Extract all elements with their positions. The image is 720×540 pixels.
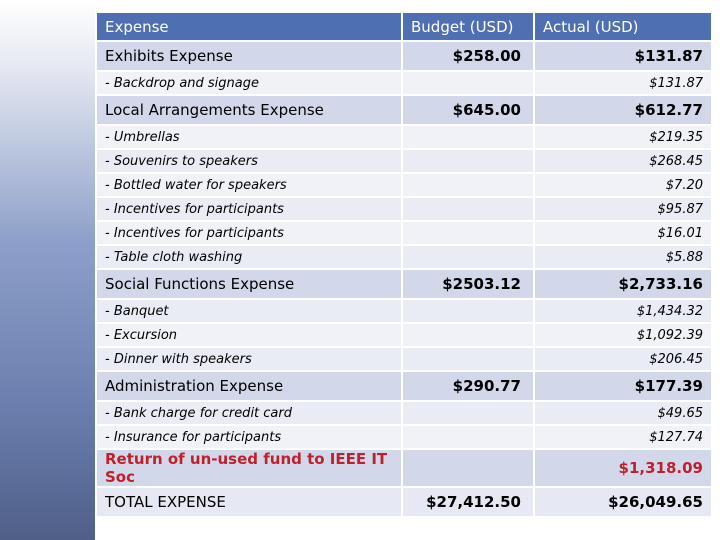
actual-cell: $177.39 [533,370,713,402]
expense-table: Expense Budget (USD) Actual (USD) Exhibi… [95,11,713,518]
expense-cell: Social Functions Expense [95,268,403,300]
expense-cell: Exhibits Expense [95,40,403,72]
expense-cell: Return of un-used fund to IEEE IT Soc [95,448,403,488]
budget-cell: $258.00 [401,40,535,72]
expense-cell: - Dinner with speakers [95,346,403,372]
budget-cell [401,196,535,222]
header-expense: Expense [95,11,403,42]
actual-cell: $7.20 [533,172,713,198]
budget-cell: $2503.12 [401,268,535,300]
actual-cell: $131.87 [533,40,713,72]
expense-cell: - Backdrop and signage [95,70,403,96]
expense-cell: - Souvenirs to speakers [95,148,403,174]
table-row: - Souvenirs to speakers $268.45 [95,148,713,174]
expense-cell: - Bottled water for speakers [95,172,403,198]
actual-cell: $95.87 [533,196,713,222]
budget-cell [401,244,535,270]
expense-cell: - Banquet [95,298,403,324]
budget-cell [401,346,535,372]
table-row: - Bottled water for speakers $7.20 [95,172,713,198]
table-row: Administration Expense $290.77 $177.39 [95,370,713,402]
budget-cell [401,172,535,198]
actual-cell: $26,049.65 [533,486,713,518]
budget-cell [401,70,535,96]
actual-cell: $49.65 [533,400,713,426]
table-row: - Incentives for participants $16.01 [95,220,713,246]
table-row: Exhibits Expense $258.00 $131.87 [95,40,713,72]
table-row: - Excursion $1,092.39 [95,322,713,348]
table-row: Social Functions Expense $2503.12 $2,733.1… [95,268,713,300]
actual-cell: $5.88 [533,244,713,270]
actual-cell: $1,434.32 [533,298,713,324]
budget-cell [401,148,535,174]
budget-cell [401,448,535,488]
budget-cell [401,220,535,246]
expense-cell: TOTAL EXPENSE [95,486,403,518]
actual-cell: $16.01 [533,220,713,246]
actual-cell: $1,092.39 [533,322,713,348]
expense-cell: - Insurance for participants [95,424,403,450]
table-row: - Incentives for participants $95.87 [95,196,713,222]
budget-cell [401,424,535,450]
expense-cell: - Umbrellas [95,124,403,150]
table-row: - Backdrop and signage $131.87 [95,70,713,96]
actual-cell: $219.35 [533,124,713,150]
table-row: TOTAL EXPENSE $27,412.50 $26,049.65 [95,486,713,518]
actual-cell: $268.45 [533,148,713,174]
table-row: - Umbrellas $219.35 [95,124,713,150]
actual-cell: $612.77 [533,94,713,126]
budget-cell [401,400,535,426]
table-row: - Bank charge for credit card $49.65 [95,400,713,426]
actual-cell: $1,318.09 [533,448,713,488]
actual-cell: $206.45 [533,346,713,372]
expense-table-container: Expense Budget (USD) Actual (USD) Exhibi… [95,11,713,518]
expense-cell: - Table cloth washing [95,244,403,270]
actual-cell: $2,733.16 [533,268,713,300]
table-row: Return of un-used fund to IEEE IT Soc $1,… [95,448,713,488]
actual-cell: $131.87 [533,70,713,96]
expense-cell: Administration Expense [95,370,403,402]
header-budget: Budget (USD) [401,11,535,42]
budget-cell [401,124,535,150]
expense-cell: - Bank charge for credit card [95,400,403,426]
table-row: - Dinner with speakers $206.45 [95,346,713,372]
budget-cell: $290.77 [401,370,535,402]
table-row: - Insurance for participants $127.74 [95,424,713,450]
expense-cell: - Incentives for participants [95,220,403,246]
budget-cell [401,322,535,348]
expense-cell: - Incentives for participants [95,196,403,222]
table-header-row: Expense Budget (USD) Actual (USD) [95,11,713,42]
decorative-side-band [0,0,95,540]
table-row: - Table cloth washing $5.88 [95,244,713,270]
table-body: Exhibits Expense $258.00 $131.87- Backdrop… [95,40,713,518]
table-row: Local Arrangements Expense $645.00 $612.77 [95,94,713,126]
budget-cell [401,298,535,324]
actual-cell: $127.74 [533,424,713,450]
header-actual: Actual (USD) [533,11,713,42]
expense-cell: - Excursion [95,322,403,348]
budget-cell: $645.00 [401,94,535,126]
expense-cell: Local Arrangements Expense [95,94,403,126]
budget-cell: $27,412.50 [401,486,535,518]
table-row: - Banquet $1,434.32 [95,298,713,324]
